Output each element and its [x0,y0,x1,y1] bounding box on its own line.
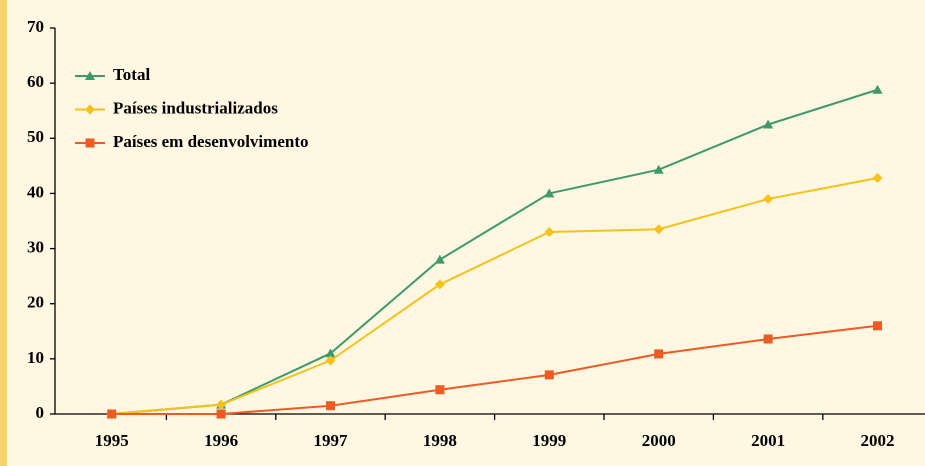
marker [85,138,95,148]
marker [326,401,335,411]
marker [85,104,95,115]
marker [544,227,555,238]
marker [654,349,664,359]
y-tick-label: 30 [27,237,44,256]
y-tick-label: 60 [27,72,44,91]
y-tick-label: 20 [27,293,44,312]
x-tick-label: 1999 [532,431,566,450]
marker [763,193,774,204]
x-tick-label: 2002 [861,431,895,450]
marker [435,385,445,395]
marker [873,321,882,331]
marker [763,119,774,129]
series-line [111,177,878,415]
y-tick-label: 10 [27,348,44,367]
marker [763,334,773,344]
x-tick-label: 1995 [95,431,129,450]
y-tick-label: 70 [27,17,44,36]
y-tick-label: 50 [27,127,44,146]
marker [872,84,883,94]
series-line [111,88,878,415]
y-tick-label: 40 [27,182,44,201]
marker [653,224,664,235]
marker [216,399,227,410]
x-tick-label: 2000 [642,431,676,450]
x-tick-label: 1997 [314,431,349,450]
side-strip [0,0,7,466]
marker [544,188,555,198]
marker [107,409,117,419]
y-tick-label: 0 [36,403,45,422]
marker [434,254,445,264]
legend-label: Países em desenvolvimento [113,132,308,151]
legend-label: Total [113,65,150,84]
marker [544,370,554,380]
x-tick-label: 1996 [204,431,238,450]
marker [325,355,336,366]
marker [872,172,883,183]
marker [325,348,336,358]
marker [434,279,445,290]
x-tick-label: 1998 [423,431,457,450]
series-line [111,324,878,415]
legend-label: Países industrializados [113,98,278,117]
marker [653,164,664,174]
marker [216,409,226,419]
marker [85,71,95,80]
x-tick-label: 2001 [751,431,785,450]
